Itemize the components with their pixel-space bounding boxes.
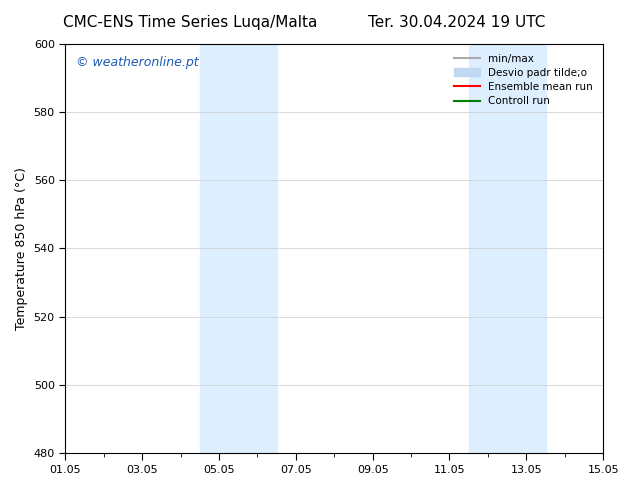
Bar: [469, 44, 545, 453]
Text: CMC-ENS Time Series Luqa/Malta: CMC-ENS Time Series Luqa/Malta: [63, 15, 318, 30]
Text: © weatheronline.pt: © weatheronline.pt: [76, 56, 198, 69]
Bar: [200, 44, 276, 453]
Legend: min/max, Desvio padr tilde;o, Ensemble mean run, Controll run: min/max, Desvio padr tilde;o, Ensemble m…: [448, 49, 598, 112]
Y-axis label: Temperature 850 hPa (°C): Temperature 850 hPa (°C): [15, 167, 28, 330]
Text: Ter. 30.04.2024 19 UTC: Ter. 30.04.2024 19 UTC: [368, 15, 545, 30]
